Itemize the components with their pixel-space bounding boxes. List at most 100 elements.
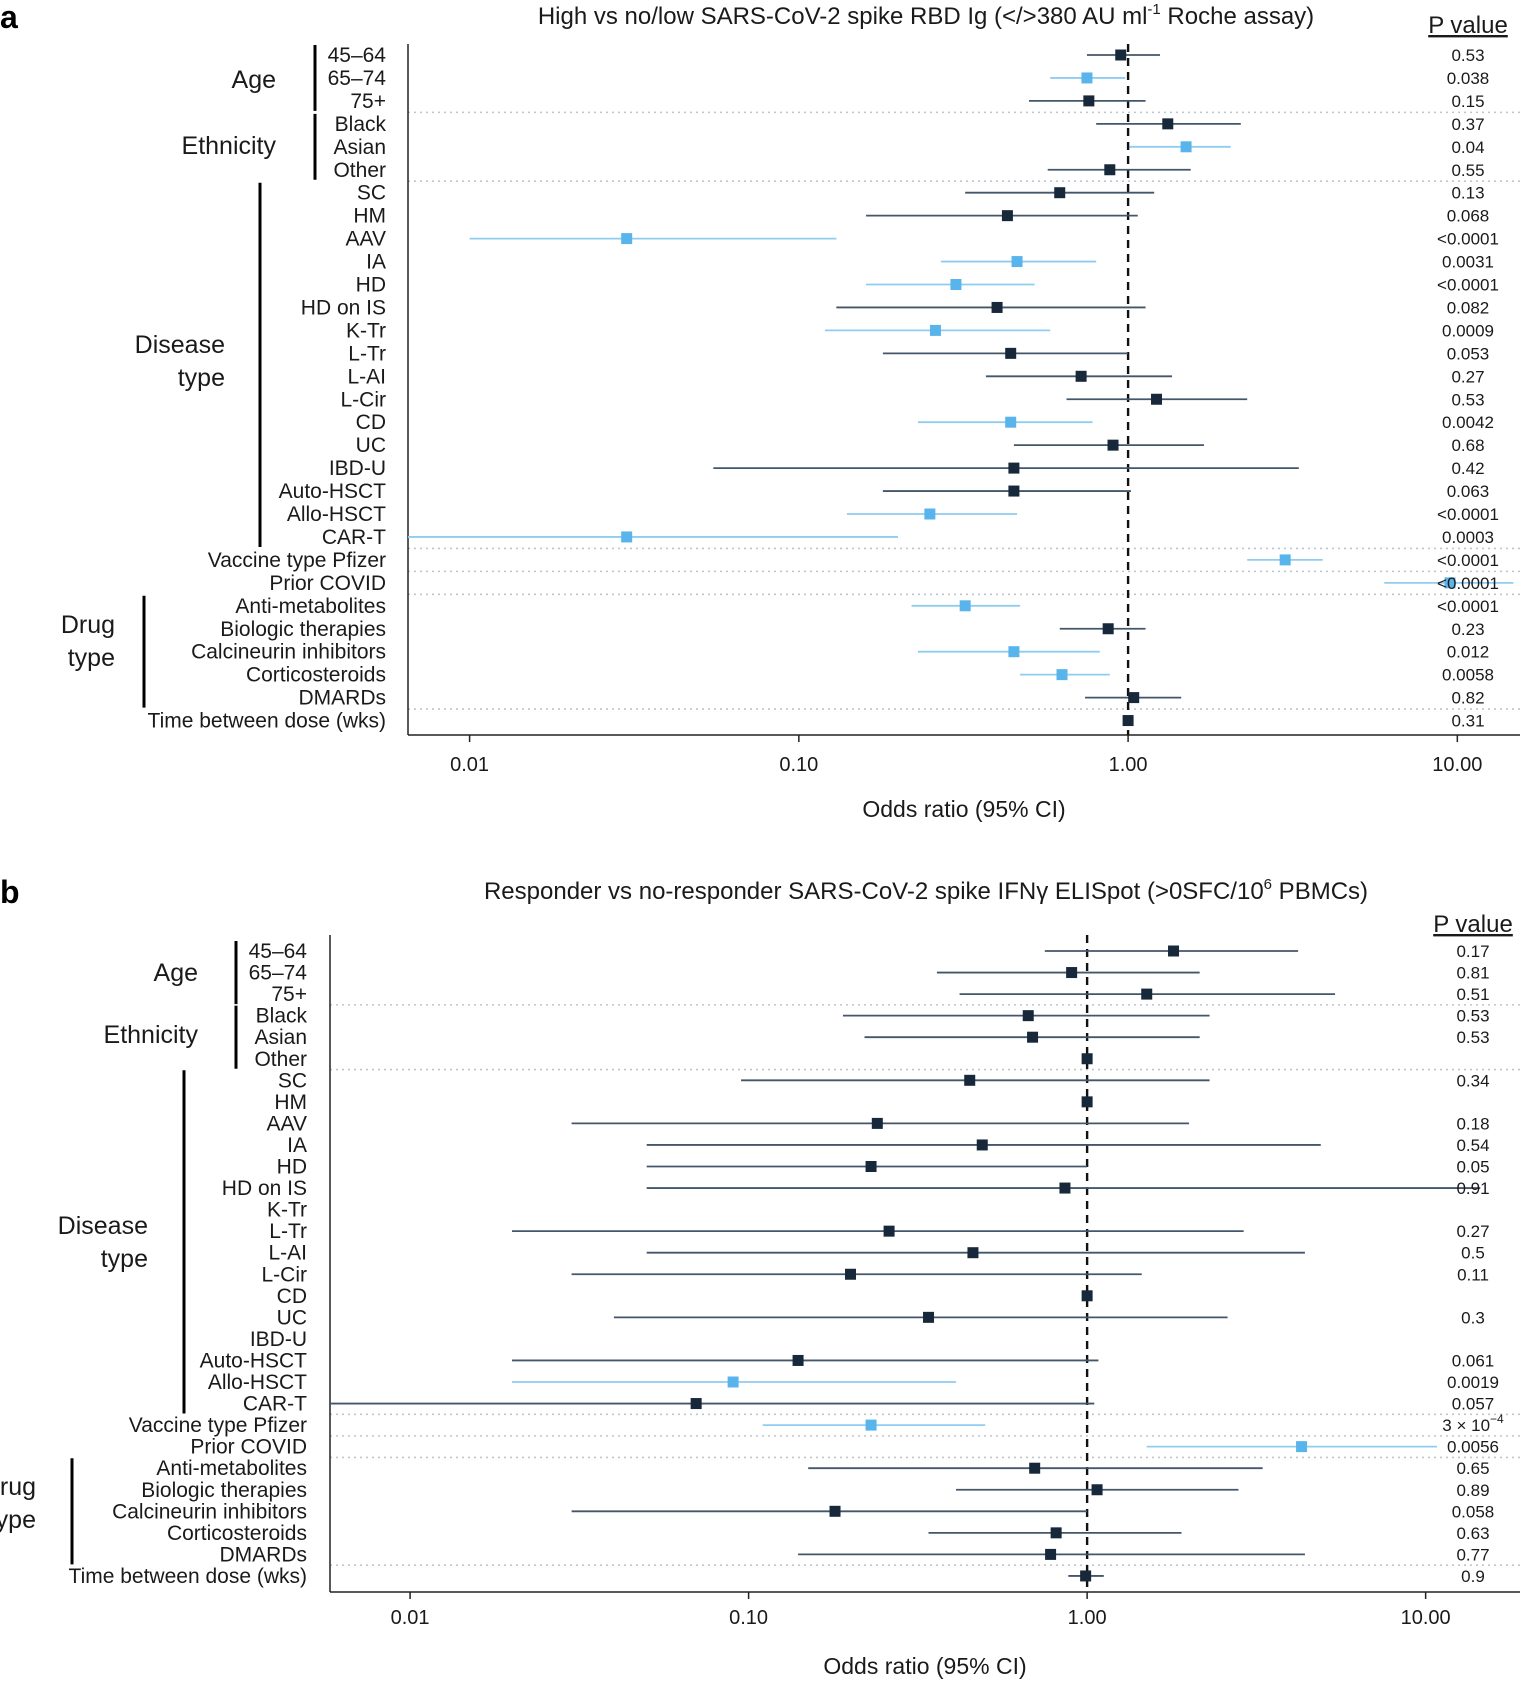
p-value-text: 0.0031 bbox=[1442, 253, 1494, 272]
odds-ratio-point bbox=[845, 1268, 857, 1280]
p-value: 0.89 bbox=[1456, 1481, 1489, 1500]
odds-ratio-point bbox=[1081, 72, 1093, 84]
p-value: 0.0056 bbox=[1447, 1438, 1499, 1457]
odds-ratio-point bbox=[1056, 669, 1068, 681]
p-value: 0.061 bbox=[1452, 1351, 1495, 1370]
row-label: Prior COVID bbox=[269, 572, 386, 595]
p-value-text: 0.0003 bbox=[1442, 528, 1494, 547]
x-axis-label: Odds ratio (95% CI) bbox=[823, 1653, 1026, 1679]
odds-ratio-point bbox=[792, 1354, 804, 1366]
row-label: HM bbox=[274, 1091, 307, 1114]
chart-title-superscript: 6 bbox=[1264, 876, 1272, 893]
chart-title-main: Responder vs no-responder SARS-CoV-2 spi… bbox=[484, 878, 1264, 905]
odds-ratio-point bbox=[1081, 1053, 1093, 1065]
odds-ratio-point bbox=[991, 301, 1003, 313]
panel-label-b: b bbox=[0, 874, 20, 910]
p-value-text: 0.55 bbox=[1451, 161, 1484, 180]
row-label: K-Tr bbox=[346, 319, 386, 342]
odds-ratio-point bbox=[1059, 1182, 1071, 1194]
odds-ratio-point bbox=[690, 1398, 702, 1410]
p-value: 0.91 bbox=[1456, 1179, 1489, 1198]
row-label: Anti-metabolites bbox=[235, 595, 386, 618]
group-label: Ethnicity bbox=[104, 1021, 199, 1049]
odds-ratio-point bbox=[1075, 370, 1087, 382]
p-value: 0.068 bbox=[1447, 207, 1490, 226]
p-value: 0.15 bbox=[1451, 92, 1484, 111]
row-label: L-AI bbox=[268, 1242, 307, 1265]
x-axis-label: Odds ratio (95% CI) bbox=[862, 796, 1065, 822]
row-label: Allo-HSCT bbox=[287, 503, 386, 526]
row-label: CAR-T bbox=[243, 1393, 307, 1416]
row-label: 65–74 bbox=[328, 67, 387, 90]
row-label: 75+ bbox=[271, 983, 307, 1006]
p-value-text: 0.05 bbox=[1456, 1158, 1489, 1177]
row-label: CD bbox=[277, 1285, 307, 1308]
p-value-text: 0.057 bbox=[1452, 1395, 1495, 1414]
p-value: 0.37 bbox=[1451, 115, 1484, 134]
x-tick-label: 10.00 bbox=[1401, 1607, 1451, 1629]
p-value: 0.0003 bbox=[1442, 528, 1494, 547]
row-label: Vaccine type Pfizer bbox=[129, 1414, 307, 1437]
odds-ratio-point bbox=[967, 1247, 979, 1259]
group-label: type bbox=[0, 1506, 36, 1534]
odds-ratio-point bbox=[1005, 347, 1017, 359]
p-value: 0.0042 bbox=[1442, 413, 1494, 432]
group-label: type bbox=[101, 1245, 148, 1273]
p-value-text: 0.012 bbox=[1447, 643, 1490, 662]
p-value: <0.0001 bbox=[1437, 230, 1499, 249]
p-value: 0.0009 bbox=[1442, 321, 1494, 340]
p-value: 0.27 bbox=[1456, 1222, 1489, 1241]
p-value-text: <0.0001 bbox=[1437, 276, 1499, 295]
row-label: K-Tr bbox=[267, 1199, 307, 1222]
p-value-text: 0.063 bbox=[1447, 482, 1490, 501]
p-value: 0.3 bbox=[1461, 1308, 1485, 1327]
p-value-text: 0.65 bbox=[1456, 1459, 1489, 1478]
pvalue-header: P value bbox=[1428, 12, 1508, 39]
row-label: L-Cir bbox=[341, 388, 387, 411]
odds-ratio-point bbox=[1128, 692, 1140, 704]
row-label: 65–74 bbox=[249, 962, 308, 985]
p-value-text: 0.53 bbox=[1456, 1007, 1489, 1026]
p-value-text: <0.0001 bbox=[1437, 574, 1499, 593]
x-tick-label: 0.01 bbox=[391, 1607, 430, 1629]
p-value: 0.17 bbox=[1456, 942, 1489, 961]
odds-ratio-point bbox=[1162, 118, 1174, 130]
p-value-text: 0.68 bbox=[1451, 436, 1484, 455]
odds-ratio-point bbox=[1104, 164, 1116, 176]
odds-ratio-point bbox=[964, 1074, 976, 1086]
p-value: 0.038 bbox=[1447, 69, 1490, 88]
p-value: 0.13 bbox=[1451, 184, 1484, 203]
p-value-text: 0.11 bbox=[1457, 1265, 1489, 1284]
row-label: Other bbox=[333, 159, 386, 182]
row-label: CAR-T bbox=[322, 526, 386, 549]
x-tick-label: 1.00 bbox=[1068, 1607, 1107, 1629]
row-label: HM bbox=[353, 205, 386, 228]
p-value: 0.0031 bbox=[1442, 253, 1494, 272]
row-label: L-Tr bbox=[269, 1220, 307, 1243]
p-value-text: 0.27 bbox=[1451, 367, 1484, 386]
p-value-text: 0.42 bbox=[1451, 459, 1484, 478]
p-value: 0.057 bbox=[1452, 1395, 1495, 1414]
p-value: 0.82 bbox=[1451, 689, 1484, 708]
p-value-text: 0.34 bbox=[1456, 1071, 1489, 1090]
odds-ratio-point bbox=[1115, 49, 1127, 61]
odds-ratio-point bbox=[865, 1419, 877, 1431]
row-label: Time between dose (wks) bbox=[69, 1565, 307, 1588]
group-label: Ethnicity bbox=[182, 132, 277, 160]
p-value: 0.053 bbox=[1447, 344, 1490, 363]
p-value: 0.31 bbox=[1451, 712, 1484, 731]
group-label: type bbox=[68, 644, 115, 672]
odds-ratio-point bbox=[950, 279, 962, 290]
p-value: 0.81 bbox=[1456, 964, 1489, 983]
chart-title-main: High vs no/low SARS-CoV-2 spike RBD Ig (… bbox=[538, 3, 1148, 30]
odds-ratio-point bbox=[1168, 945, 1180, 957]
p-value: 0.42 bbox=[1451, 459, 1484, 478]
p-value: 0.77 bbox=[1456, 1545, 1489, 1564]
odds-ratio-point bbox=[1141, 988, 1153, 1000]
odds-ratio-point bbox=[865, 1161, 877, 1172]
p-value-text: 0.18 bbox=[1456, 1114, 1489, 1133]
p-value: 0.63 bbox=[1456, 1524, 1489, 1543]
row-label: Calcineurin inhibitors bbox=[112, 1500, 307, 1523]
row-label: DMARDs bbox=[220, 1543, 308, 1566]
p-value-text: 0.81 bbox=[1456, 964, 1489, 983]
